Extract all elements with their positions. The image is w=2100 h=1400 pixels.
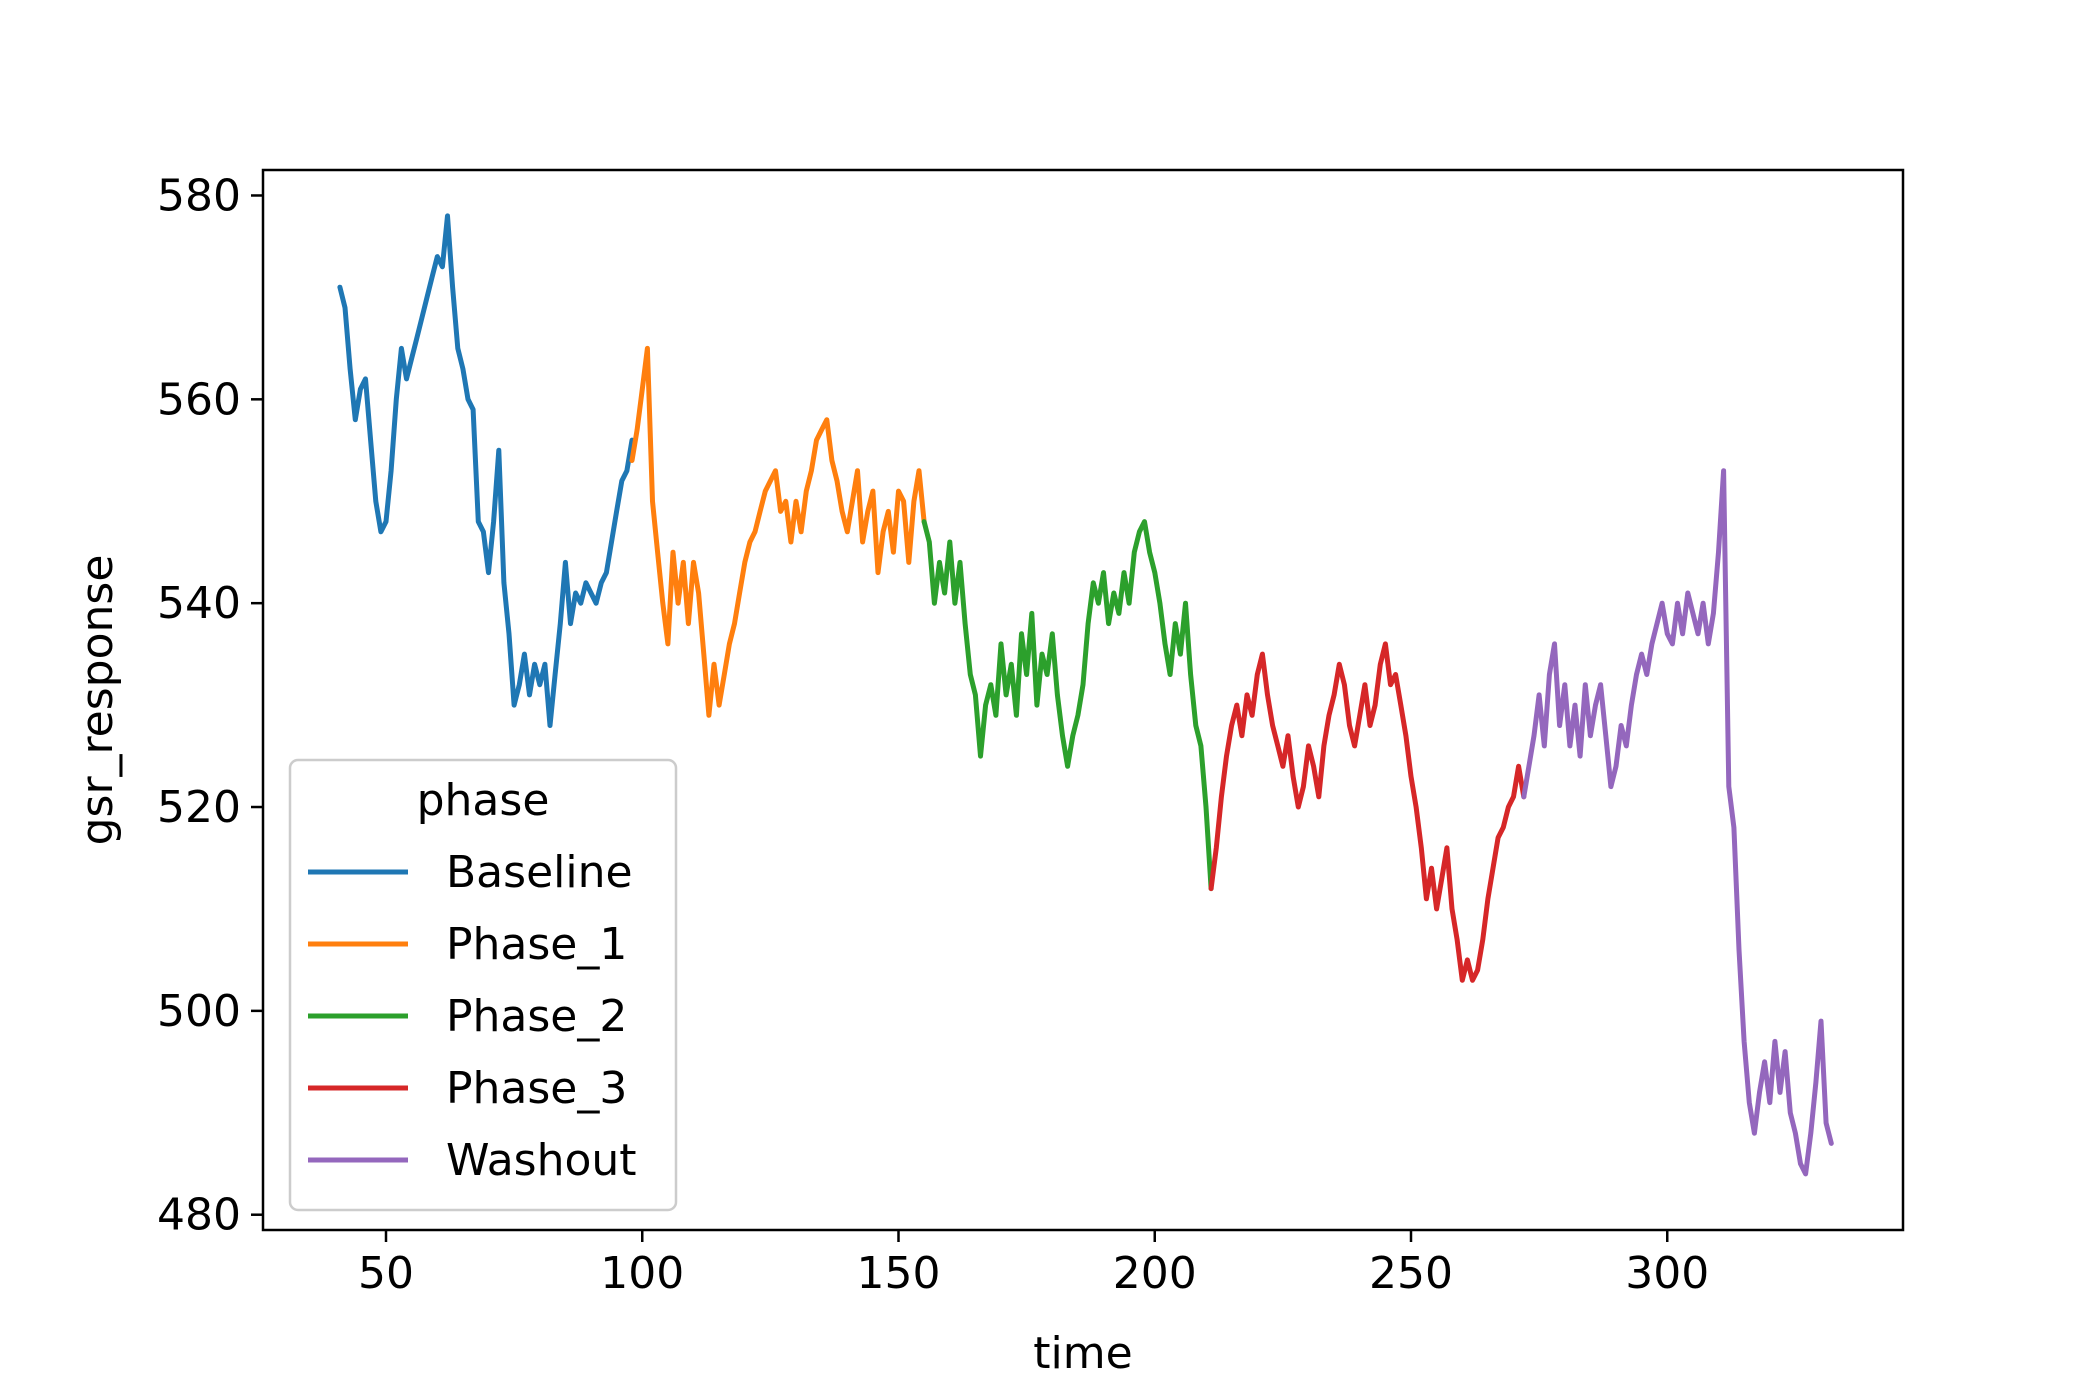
legend-label: Washout (446, 1135, 637, 1186)
x-tick-label: 100 (600, 1248, 684, 1299)
legend-label: Phase_1 (446, 919, 627, 970)
y-tick-label: 500 (157, 986, 241, 1037)
legend: phase Baseline Phase_1 Phase_2 Phase_3 Washo… (288, 758, 678, 1212)
x-tick-label: 150 (857, 1248, 941, 1299)
y-axis: 480 500 520 540 560 580 (157, 170, 263, 1241)
y-tick-label: 480 (157, 1190, 241, 1241)
legend-title: phase (417, 775, 550, 826)
plot-frame (261, 168, 1905, 1232)
series-line-washout (1521, 468, 1834, 1177)
y-tick-label: 520 (157, 782, 241, 833)
legend-items: Baseline Phase_1 Phase_2 Phase_3 Washout (308, 847, 637, 1186)
series-line-phase-2 (921, 519, 1214, 892)
series-line-phase-1 (629, 345, 927, 718)
series-line-baseline (337, 213, 635, 728)
y-tick-label: 560 (157, 374, 241, 425)
x-tick-label: 300 (1625, 1248, 1709, 1299)
x-axis-label: time (1033, 1328, 1132, 1379)
series-line-phase-3 (1208, 641, 1527, 983)
legend-label: Phase_2 (446, 991, 627, 1042)
y-tick-label: 580 (157, 170, 241, 221)
legend-label: Phase_3 (446, 1063, 627, 1114)
x-tick-label: 250 (1369, 1248, 1453, 1299)
x-tick-label: 50 (358, 1248, 414, 1299)
legend-label: Baseline (446, 847, 633, 898)
y-tick-label: 540 (157, 578, 241, 629)
y-axis-label: gsr_response (72, 555, 123, 846)
series-layer (337, 213, 1834, 1177)
x-tick-label: 200 (1113, 1248, 1197, 1299)
x-axis: 50 100 150 200 250 300 (358, 1230, 1709, 1299)
